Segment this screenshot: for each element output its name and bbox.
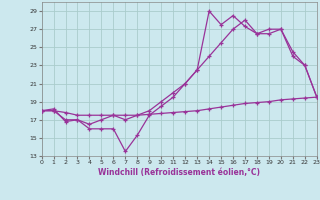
X-axis label: Windchill (Refroidissement éolien,°C): Windchill (Refroidissement éolien,°C): [98, 168, 260, 177]
